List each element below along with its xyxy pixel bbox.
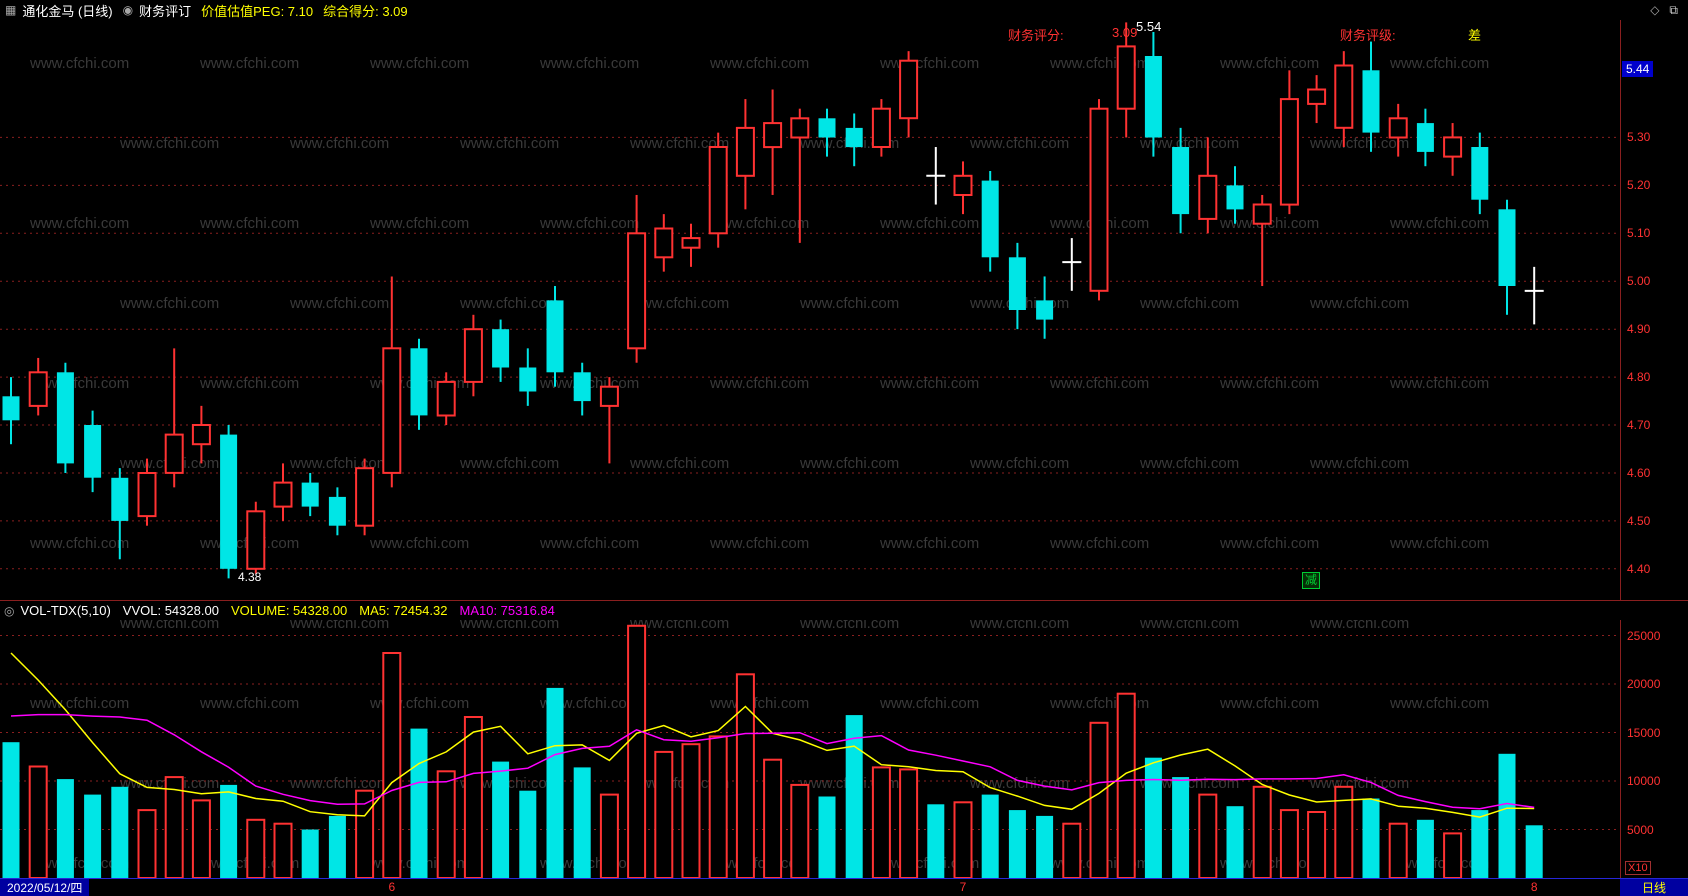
price-axis: 4.40 4.50 4.60 4.70 4.80 4.90 5.00 5.10 5.20 5.30… [1621,20,1688,600]
high-price-label: 5.54 [1136,19,1162,34]
max-price-box: 5.44 [1622,61,1654,78]
axis-separator-line [1620,20,1621,878]
price-chart[interactable]: 财务评分: 3.09 5.54 财务评级: 差 4.38 减 [0,19,1620,600]
month-label: 8 [1530,880,1538,894]
peg-value: 价值估值PEG: 7.10 [201,3,314,19]
volume-axis: X10 25000 20000 15000 10000 5000 [1621,620,1688,878]
low-price-label: 4.38 [238,570,262,584]
composite-score: 综合得分: 3.09 [323,3,408,19]
volume-chart[interactable] [0,620,1620,878]
volume-tick: 10000 [1627,774,1661,788]
price-tick: 4.80 [1627,370,1651,385]
indicator-name[interactable]: VOL-TDX(5,10) [20,603,111,618]
period-selector[interactable]: 日线 [1620,879,1688,896]
volume-readout: VOLUME: 54328.00 [230,603,348,618]
price-tick: 4.50 [1627,513,1651,528]
price-tick: 4.70 [1627,418,1651,433]
price-tick: 4.40 [1627,561,1651,576]
price-tick: 5.10 [1627,226,1651,241]
reduction-event-badge[interactable]: 减 [1302,572,1321,589]
finance-score-value: 3.09 [1112,25,1138,40]
diamond-icon[interactable]: ◇ [1650,3,1660,17]
price-tick: 4.60 [1627,465,1651,480]
price-chart-svg [0,22,1620,579]
finance-review-label: 财务评订 [139,3,192,19]
price-tick: 5.30 [1627,130,1651,145]
finance-grade-value: 差 [1468,28,1482,43]
finance-score-label: 财务评分: [1008,28,1064,43]
volume-tick: 15000 [1627,725,1661,740]
indicator-toggle-icon[interactable]: ◎ [4,603,15,618]
ma10-readout: MA10: 75316.84 [459,603,555,618]
app-icon: ▦ [5,3,17,17]
finance-grade-label: 财务评级: [1340,28,1396,43]
top-bar: ▦ 通化金马 (日线) ◉ 财务评订 价值估值PEG: 7.10 综合得分: 3… [0,0,1688,20]
ma5-readout: MA5: 72454.32 [359,603,448,618]
price-tick: 5.00 [1627,274,1651,289]
finance-review-icon[interactable]: ◉ [122,3,134,17]
price-tick: 5.20 [1627,178,1651,193]
first-date-box: 2022/05/12/四 [0,879,90,896]
volume-multiplier: X10 [1625,861,1651,875]
month-label: 6 [388,880,396,894]
month-label: 7 [959,880,967,894]
volume-tick: 20000 [1627,677,1661,691]
indicator-header: ◎ VOL-TDX(5,10) VVOL: 54328.00 VOLUME: 5… [0,600,1688,620]
bottom-bar: 2022/05/12/四 6 7 8 日线 [0,878,1688,896]
volume-tick: 5000 [1627,822,1654,837]
window-icon[interactable]: ⧉ [1669,2,1678,17]
vvol-readout: VVOL: 54328.00 [122,603,219,618]
stock-title: 通化金马 (日线) [22,3,113,19]
price-tick: 4.90 [1627,322,1651,337]
volume-chart-svg [0,624,1620,878]
volume-tick: 25000 [1627,628,1661,643]
